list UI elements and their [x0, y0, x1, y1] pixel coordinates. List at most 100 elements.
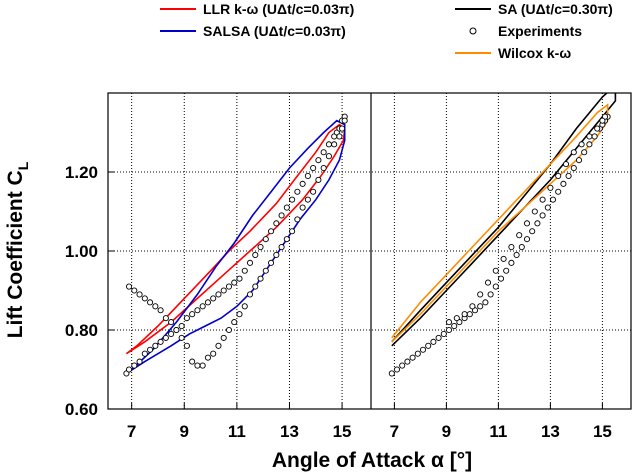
experiment-point [204, 354, 211, 361]
experiment-point [215, 342, 222, 349]
experiment-point [131, 287, 138, 294]
experiment-point [194, 307, 201, 314]
experiment-point [310, 164, 317, 172]
experiment-point [194, 362, 201, 369]
experiment-point [268, 228, 275, 235]
experiment-point [325, 141, 332, 148]
experiment-point [157, 338, 164, 345]
legend-label: Wilcox k-ω [498, 45, 571, 61]
experiment-point [570, 164, 577, 172]
experiment-point [289, 196, 296, 203]
experiment-point [484, 279, 492, 286]
experiment-point [252, 251, 259, 258]
experiment-point [409, 354, 416, 361]
legend-marker [469, 27, 477, 35]
experiment-point [141, 295, 148, 302]
experiment-point [199, 362, 206, 369]
experiment-point [547, 184, 554, 191]
x-tick-label: 9 [180, 422, 189, 441]
experiment-point [273, 220, 280, 227]
experiment-point [435, 334, 442, 341]
experiment-point [189, 311, 196, 318]
x-tick-label: 13 [280, 422, 299, 441]
experiment-point [482, 299, 489, 306]
experiment-point [199, 303, 206, 310]
x-tick-label: 7 [390, 422, 399, 441]
experiment-point [477, 303, 484, 310]
experiment-point [586, 133, 593, 140]
experiment-point [487, 291, 494, 298]
experiment-point [168, 319, 175, 326]
experiment-point [341, 117, 348, 124]
experiment-point [339, 125, 346, 132]
x-tick-label: 11 [489, 422, 507, 441]
experiment-point [508, 243, 515, 251]
experiment-point [241, 267, 248, 274]
experiment-point [503, 267, 510, 274]
experiment-point [555, 172, 562, 179]
experiment-point [529, 228, 536, 235]
experiment-point [531, 208, 538, 215]
experiment-point [162, 315, 169, 322]
experiment-point [257, 275, 264, 282]
experiment-point [262, 267, 269, 274]
experiment-point [599, 117, 606, 124]
experiment-point [399, 362, 406, 369]
y-axis: 0.60 0.80 1.00 1.20 [65, 163, 98, 419]
experiment-point [320, 164, 327, 172]
experiment-point [289, 228, 296, 235]
experiment-point [315, 176, 322, 183]
x-axis-label: Angle of Attack α [°] [272, 449, 472, 472]
x-tick-label: 9 [442, 422, 451, 441]
experiment-point [497, 275, 505, 282]
experiment-point [430, 338, 437, 345]
y-tick-label: 1.20 [65, 163, 98, 182]
y-tick-label: 1.00 [65, 242, 98, 261]
experiment-point [220, 287, 227, 294]
experiment-point [500, 255, 507, 262]
series-line [125, 123, 346, 355]
experiment-point [445, 319, 453, 326]
experiment-point [231, 319, 238, 326]
experiment-point [336, 133, 343, 140]
experiment-point [210, 295, 217, 302]
experiment-point [560, 180, 567, 187]
experiment-point [125, 283, 133, 290]
experiment-point [236, 275, 243, 282]
experiment-point [152, 303, 159, 310]
experiment-point [549, 196, 557, 203]
experiment-point [508, 259, 515, 266]
experiment-point [469, 303, 476, 310]
legend-label: LLR k-ω (UΔt/c=0.03π) [203, 1, 354, 17]
experiment-point [492, 267, 499, 274]
experiment-point [555, 188, 562, 195]
experiment-point [241, 303, 248, 310]
experiment-point [231, 279, 238, 286]
experiment-point [204, 299, 211, 306]
experiment-point [414, 350, 421, 357]
experiment-point [440, 330, 447, 338]
series-line [391, 93, 617, 347]
experiment-point [492, 283, 499, 290]
experiment-point [162, 334, 169, 341]
panel-1-data [123, 113, 348, 377]
experiment-point [523, 236, 531, 243]
experiment-point [273, 251, 280, 258]
experiment-point [278, 243, 285, 251]
experiment-point [168, 330, 175, 338]
y-axis-label: Lift Coefficient CL [4, 161, 31, 338]
experiment-point [466, 311, 473, 318]
experiment-point [283, 204, 290, 211]
plot-frame [107, 92, 632, 410]
experiment-point [257, 243, 264, 251]
experiment-point [136, 358, 143, 365]
experiment-point [236, 311, 243, 318]
experiment-point [310, 188, 317, 195]
x-tick-label: 11 [228, 422, 246, 441]
experiment-point [445, 326, 453, 334]
legend: LLR k-ω (UΔt/c=0.03π) SALSA (UΔt/c=0.03π)… [160, 1, 613, 61]
experiment-point [581, 149, 588, 156]
x-tick-label: 7 [127, 422, 136, 441]
experiment-point [178, 322, 185, 330]
